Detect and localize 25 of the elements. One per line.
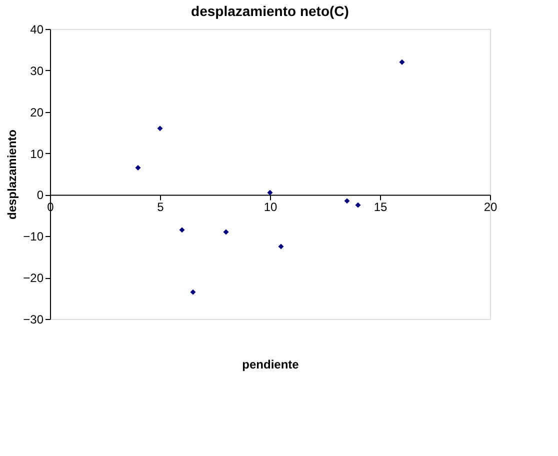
y-tick-label: −10: [23, 230, 44, 244]
x-axis-title: pendiente: [242, 358, 300, 372]
point: [157, 126, 163, 132]
point: [135, 165, 141, 171]
point: [267, 190, 273, 196]
y-axis-title: desplazamiento: [5, 129, 20, 220]
y-tick-label: −20: [23, 271, 44, 286]
y-tick-label: 40: [30, 22, 44, 36]
point: [179, 227, 185, 233]
point: [278, 244, 284, 250]
point: [344, 198, 350, 204]
point: [355, 202, 361, 208]
y-tick-label: 10: [30, 146, 44, 161]
x-tick-label: 10: [264, 200, 278, 214]
y-tick-label: 30: [30, 64, 44, 78]
y-tick-label: 20: [30, 105, 44, 120]
y-tick-label: −30: [23, 312, 44, 326]
point: [223, 229, 229, 235]
point: [190, 289, 196, 295]
x-tick-label: 5: [157, 200, 164, 214]
x-tick-label: 20: [484, 200, 498, 214]
y-tick-label: 0: [36, 188, 44, 202]
x-tick-label: 15: [374, 200, 388, 214]
chart-title: desplazamiento neto(C): [191, 3, 349, 19]
point: [399, 59, 405, 65]
